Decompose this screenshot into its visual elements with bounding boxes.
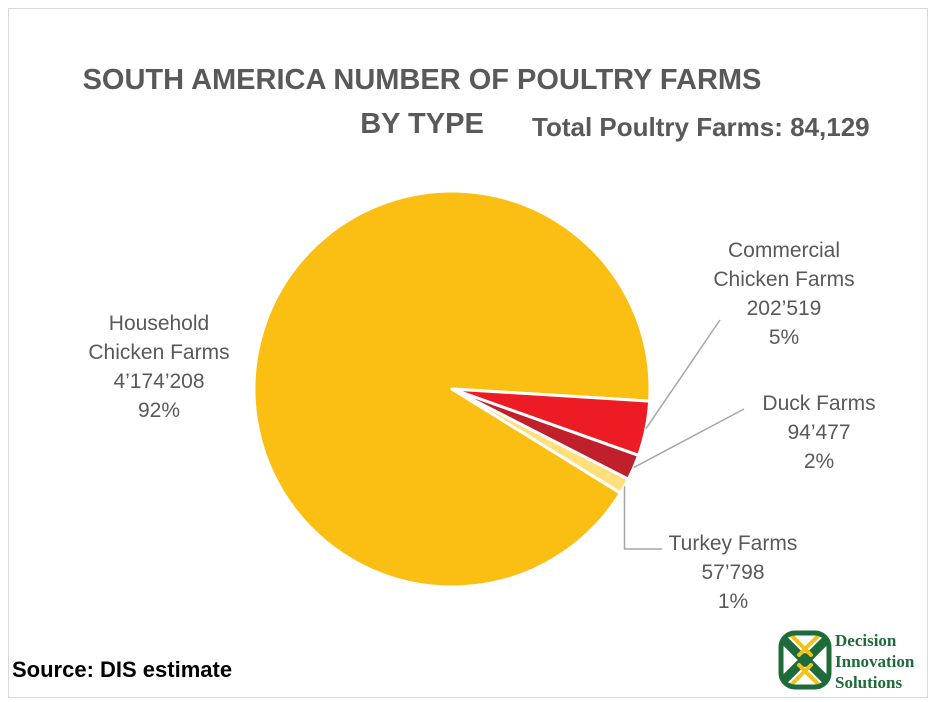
logo-line-3: Solutions	[835, 673, 903, 692]
label-turkey-percent: 1%	[717, 590, 749, 613]
logo-line-1: Decision	[835, 631, 897, 650]
label-commercial-name2: Chicken Farms	[713, 268, 855, 291]
chart-subtitle: Total Poultry Farms: 84,129	[532, 112, 870, 142]
label-turkey-name: Turkey Farms	[668, 532, 798, 555]
label-turkey: Turkey Farms 57’798 1%	[660, 529, 806, 616]
label-household-percent: 92%	[137, 399, 181, 422]
label-duck-percent: 2%	[803, 450, 835, 473]
label-duck: Duck Farms 94’477 2%	[754, 389, 884, 476]
label-commercial: Commercial Chicken Farms 202’519 5%	[706, 236, 862, 352]
label-commercial-value: 202’519	[746, 297, 822, 320]
leader-line-commercial	[645, 319, 721, 430]
label-household-value: 4’174’208	[113, 370, 205, 393]
chart-title: SOUTH AMERICA NUMBER OF POULTRY FARMS BY…	[82, 64, 762, 140]
label-household-name1: Household	[108, 312, 210, 335]
label-household-name2: Chicken Farms	[88, 341, 230, 364]
label-household: Household Chicken Farms 4’174’208 92%	[84, 309, 234, 425]
label-commercial-percent: 5%	[768, 326, 800, 349]
label-turkey-value: 57’798	[701, 561, 765, 584]
leader-lines	[623, 319, 745, 550]
pie-slices	[252, 189, 652, 589]
source-note: Source: DIS estimate	[12, 657, 233, 682]
label-duck-name: Duck Farms	[762, 392, 876, 415]
logo-text: Decision Innovation Solutions	[835, 630, 914, 693]
label-duck-value: 94’477	[787, 421, 851, 444]
leader-line-turkey	[623, 486, 662, 550]
chart-frame	[8, 8, 928, 698]
logo-line-2: Innovation	[835, 652, 915, 671]
leader-line-duck	[633, 408, 745, 469]
label-commercial-name1: Commercial	[727, 239, 840, 262]
knot-logo-icon	[778, 630, 832, 690]
company-logo: Decision Innovation Solutions	[777, 627, 927, 697]
